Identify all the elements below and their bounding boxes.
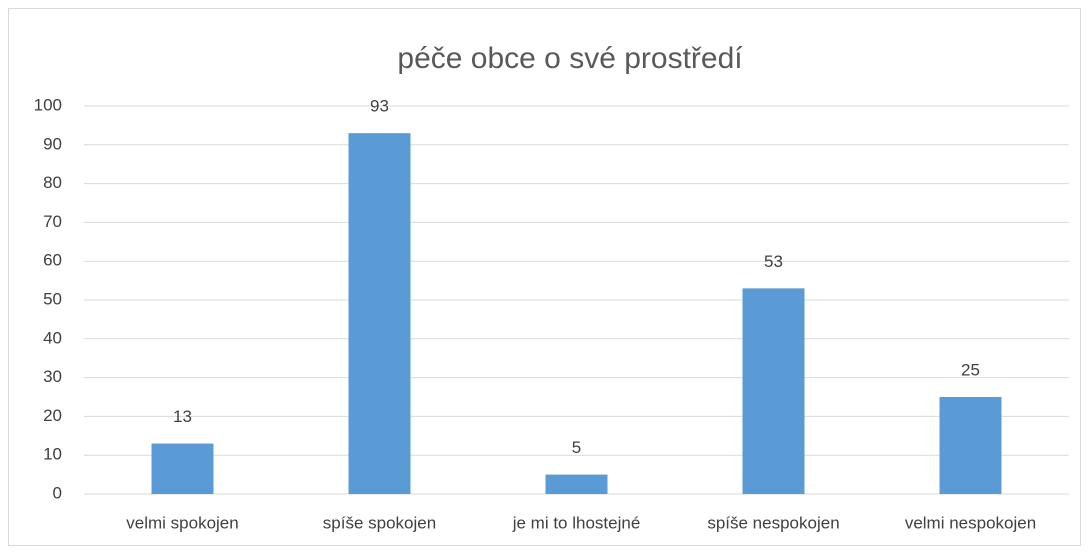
- bar: [742, 288, 805, 494]
- y-tick-label: 60: [43, 251, 62, 270]
- bar: [939, 397, 1002, 494]
- x-tick-label: velmi nespokojen: [905, 513, 1036, 532]
- y-tick-label: 40: [43, 328, 62, 347]
- y-tick-label: 100: [34, 95, 62, 114]
- y-tick-label: 10: [43, 445, 62, 464]
- x-tick-label: velmi spokojen: [126, 513, 238, 532]
- data-label: 13: [173, 407, 192, 426]
- data-label: 25: [961, 360, 980, 379]
- data-label: 53: [764, 252, 783, 271]
- chart-title: péče obce o své prostředí: [397, 42, 743, 75]
- data-label: 5: [572, 438, 581, 457]
- y-tick-label: 70: [43, 212, 62, 231]
- x-tick-label: spíše spokojen: [323, 513, 436, 532]
- bar: [151, 443, 214, 494]
- y-tick-label: 30: [43, 367, 62, 386]
- bar: [545, 474, 608, 494]
- y-tick-label: 20: [43, 406, 62, 425]
- y-tick-label: 90: [43, 134, 62, 153]
- y-tick-label: 80: [43, 173, 62, 192]
- bar: [348, 133, 411, 494]
- x-tick-label: spíše nespokojen: [707, 513, 839, 532]
- data-label: 93: [370, 97, 389, 116]
- y-tick-label: 0: [53, 483, 62, 502]
- y-tick-label: 50: [43, 289, 62, 308]
- x-tick-label: je mi to lhostejné: [512, 513, 641, 532]
